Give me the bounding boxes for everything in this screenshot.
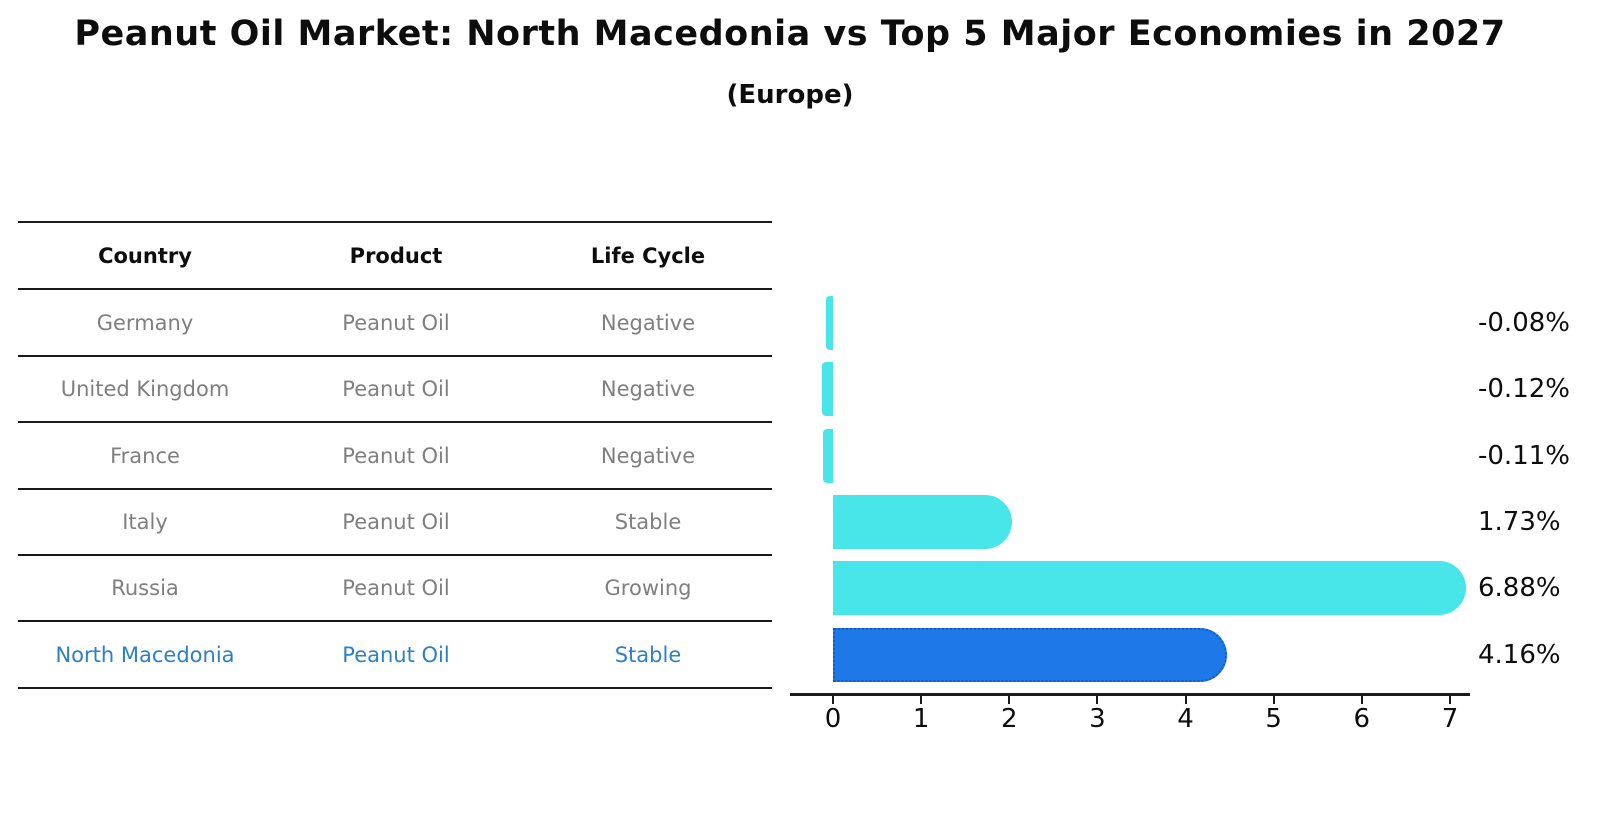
column-header: Life Cycle — [590, 243, 706, 268]
table-cell-life-cycle: Stable — [614, 642, 682, 667]
x-axis-tick-label: 4 — [1177, 704, 1194, 734]
bar-value-label: 4.16% — [1478, 639, 1561, 670]
table-rule — [18, 355, 772, 357]
x-axis-tick — [1184, 695, 1187, 704]
x-axis-tick-label: 3 — [1089, 704, 1106, 734]
table-rule — [18, 687, 772, 689]
x-axis-tick-label: 1 — [912, 704, 930, 734]
bar-value-label: 6.88% — [1478, 573, 1561, 603]
table-cell-product: Peanut Oil — [342, 510, 450, 534]
x-axis-tick — [1448, 695, 1451, 704]
x-axis-tick — [1360, 695, 1363, 704]
table-cell-country: France — [110, 443, 180, 468]
table-cell-country: Germany — [96, 310, 194, 335]
data-bar — [825, 295, 833, 350]
table-cell-product: Peanut Oil — [342, 377, 450, 401]
x-axis-tick-label: 0 — [824, 704, 842, 734]
bar-value-label: -0.12% — [1478, 374, 1570, 404]
x-axis-tick — [920, 695, 923, 704]
table-cell-country: United Kingdom — [60, 377, 230, 401]
x-axis-tick — [1008, 695, 1011, 704]
table-rule — [18, 221, 772, 223]
table-cell-country: Russia — [111, 576, 179, 600]
table-cell-life-cycle: Negative — [600, 377, 696, 401]
table-cell-life-cycle: Growing — [604, 576, 692, 600]
table-cell-life-cycle: Stable — [614, 510, 682, 534]
x-axis-tick — [1272, 695, 1275, 704]
table-cell-life-cycle: Negative — [600, 443, 696, 468]
x-axis-tick-label: 5 — [1265, 704, 1282, 734]
x-axis-tick — [832, 695, 834, 704]
data-bar — [833, 627, 1227, 682]
table-cell-product: Peanut Oil — [342, 310, 450, 335]
chart-subtitle: (Europe) — [726, 80, 854, 110]
table-cell-product: Peanut Oil — [342, 576, 450, 600]
data-bar — [822, 362, 833, 416]
table-cell-life-cycle: Negative — [600, 310, 696, 335]
table-rule — [18, 488, 772, 490]
x-axis-tick-label: 7 — [1441, 704, 1459, 734]
table-rule — [18, 421, 772, 423]
data-bar — [833, 561, 1467, 615]
table-cell-country: North Macedonia — [55, 642, 235, 667]
x-axis-tick-label: 6 — [1353, 704, 1371, 734]
table-cell-country: Italy — [122, 510, 168, 534]
x-axis-line — [790, 693, 1470, 696]
table-cell-product: Peanut Oil — [342, 443, 450, 468]
table-cell-product: Peanut Oil — [342, 642, 450, 667]
table-rule — [18, 620, 772, 622]
column-header: Product — [349, 243, 443, 268]
bar-value-label: 1.73% — [1478, 507, 1561, 537]
x-axis-tick — [1096, 695, 1099, 704]
data-bar — [823, 428, 833, 483]
x-axis-tick-label: 2 — [1000, 704, 1018, 734]
table-rule — [18, 554, 772, 556]
bar-value-label: -0.11% — [1478, 440, 1570, 471]
bar-value-label: -0.08% — [1478, 307, 1570, 338]
column-header: Country — [98, 243, 192, 268]
data-bar — [833, 495, 1013, 549]
table-rule — [18, 288, 772, 290]
chart-title: Peanut Oil Market: North Macedonia vs To… — [74, 14, 1506, 54]
